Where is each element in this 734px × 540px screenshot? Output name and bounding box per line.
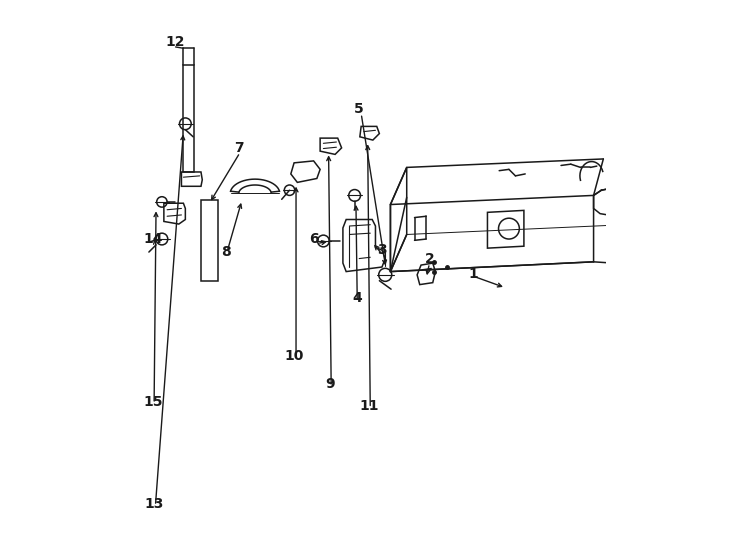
- Text: 11: 11: [359, 400, 379, 413]
- Text: 6: 6: [309, 232, 319, 246]
- Text: 9: 9: [325, 377, 335, 391]
- Text: 15: 15: [143, 395, 162, 409]
- Text: 1: 1: [468, 267, 478, 281]
- Text: 14: 14: [143, 232, 162, 246]
- Text: 12: 12: [165, 35, 185, 49]
- Text: 13: 13: [145, 497, 164, 511]
- Text: 10: 10: [284, 349, 304, 363]
- Text: 7: 7: [234, 141, 244, 155]
- Text: 3: 3: [377, 243, 387, 257]
- Text: 5: 5: [355, 102, 364, 116]
- Text: 8: 8: [221, 245, 230, 259]
- Text: 4: 4: [352, 291, 362, 305]
- Text: 2: 2: [425, 252, 435, 266]
